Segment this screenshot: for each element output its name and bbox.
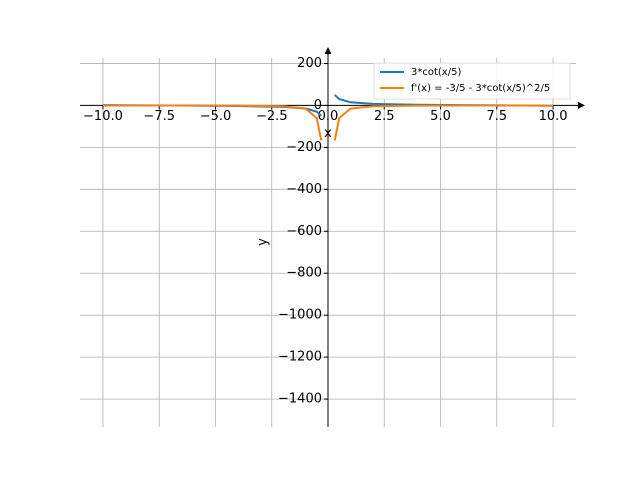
x-arrow	[578, 101, 585, 109]
y-tick-label: 200	[297, 56, 322, 71]
y-tick-label: −800	[286, 266, 322, 281]
legend-box	[373, 62, 571, 100]
x-tick-label: −10.0	[83, 109, 123, 124]
x-tick-label: −2.5	[256, 109, 288, 124]
x-tick-label: −5.0	[200, 109, 232, 124]
legend-label: f'(x) = -3/5 - 3*cot(x/5)^2/5	[411, 83, 550, 94]
y-arrow	[324, 47, 332, 54]
x-tick-label: 2.5	[374, 109, 395, 124]
y-tick-label: −1000	[278, 308, 322, 323]
x-axis-label: x	[324, 126, 332, 141]
x-tick-label: 5.0	[430, 109, 451, 124]
y-tick-label: −400	[286, 182, 322, 197]
x-tick-label: 7.5	[486, 109, 507, 124]
y-tick-label: −200	[286, 140, 322, 155]
y-tick-label: −600	[286, 224, 322, 239]
y-axis-label: y	[256, 238, 271, 246]
legend-label: 3*cot(x/5)	[411, 67, 461, 78]
x-tick-label: 10.0	[539, 109, 568, 124]
y-tick-label: −1400	[278, 392, 322, 407]
x-tick-label: −7.5	[143, 109, 175, 124]
series-line	[102, 104, 554, 141]
y-tick-label: −1200	[278, 350, 322, 365]
